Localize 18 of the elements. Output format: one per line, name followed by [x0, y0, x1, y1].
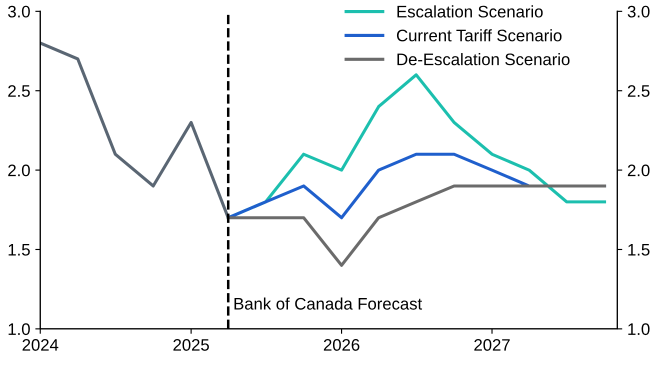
y2-tick-label: 1.5	[628, 244, 650, 256]
y2-tick-label: 2.0	[628, 164, 650, 176]
x-tick-label: 2026	[324, 339, 360, 351]
y2-tick-label: 1.0	[628, 323, 650, 336]
legend-label: Escalation Scenario	[397, 5, 543, 18]
y-tick-label: 2.0	[8, 164, 30, 176]
x-tick-label: 2027	[474, 339, 510, 351]
y-tick-label: 3.0	[8, 6, 30, 18]
legend-label: Current Tariff Scenario	[396, 29, 562, 42]
y-tick-label: 1.0	[8, 323, 30, 336]
x-tick-label: 2024	[22, 339, 58, 351]
y2-tick-label: 2.5	[628, 85, 650, 97]
ref-line-label: Bank of Canada Forecast	[234, 297, 422, 310]
y2-tick-label: 3.0	[628, 6, 650, 18]
legend-label: De-Escalation Scenario	[397, 53, 570, 66]
x-tick-label: 2025	[173, 339, 209, 351]
y-tick-label: 1.5	[8, 244, 30, 256]
y-tick-label: 2.5	[8, 85, 30, 97]
